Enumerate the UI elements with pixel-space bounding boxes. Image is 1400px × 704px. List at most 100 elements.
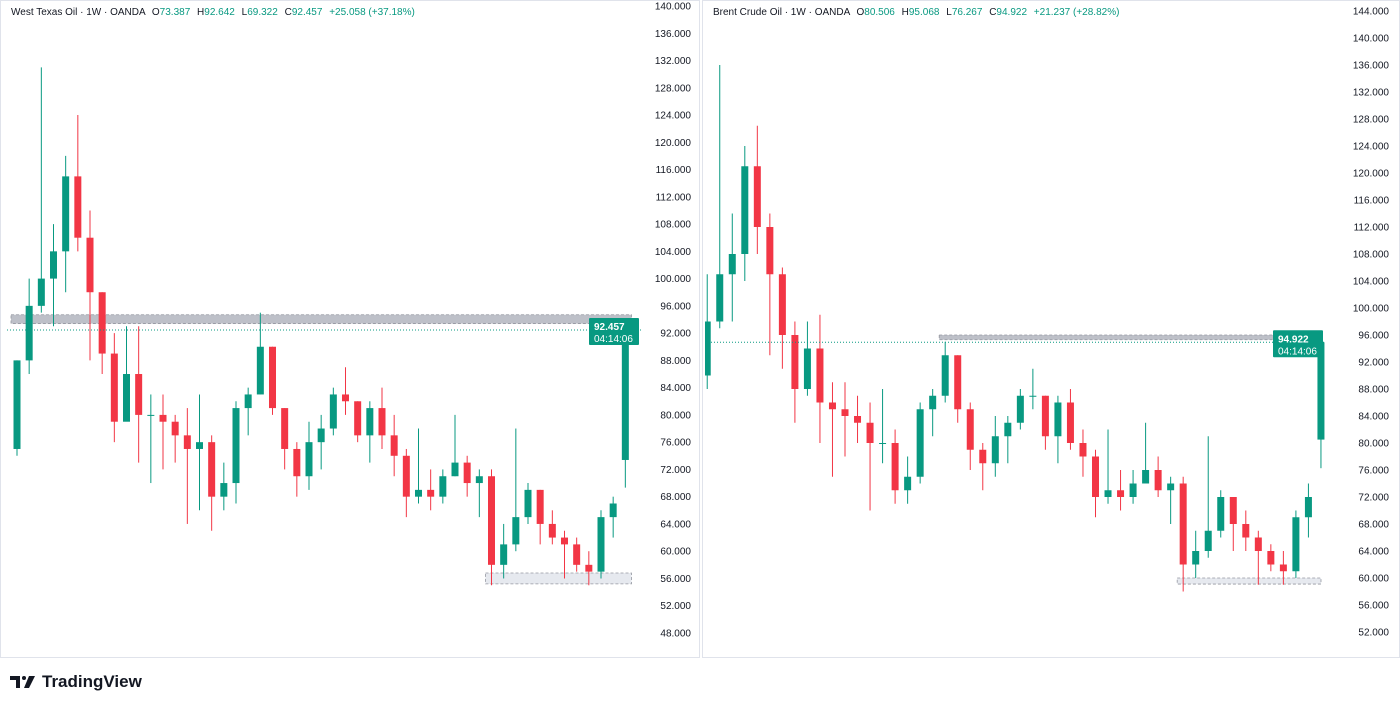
candle-body <box>208 442 216 497</box>
open-value: O73.387 <box>151 7 191 18</box>
candle-body <box>879 443 887 444</box>
open-value: O80.506 <box>856 7 895 18</box>
x-tick-label: 2023 <box>828 643 851 654</box>
candle-body <box>954 355 962 410</box>
candle-body <box>991 436 999 464</box>
y-tick-label: 96.000 <box>1358 331 1389 342</box>
candle-body <box>1154 470 1162 491</box>
x-tick-label: 2025 <box>1128 643 1151 654</box>
y-tick-label: 60.000 <box>1358 574 1389 585</box>
x-tick-label: 2024 <box>978 643 1001 654</box>
wti-chart[interactable]: 48.000 52.000 56.000 60.000 64.000 68.000 72.0… <box>1 1 701 659</box>
candle-body <box>1016 395 1024 423</box>
symbol-title[interactable]: Brent Crude Oil · 1W · OANDA <box>713 7 850 18</box>
candle-body <box>500 544 508 565</box>
x-axis: Jul 2023 Jul 2024 Jul 2025 Jul 2026 <box>757 643 1301 654</box>
y-tick-label: 112.000 <box>656 192 692 203</box>
x-tick-label: Jul <box>78 643 91 654</box>
y-tick-label: 128.000 <box>1353 115 1390 126</box>
candle-body <box>512 517 520 545</box>
candle-body <box>86 237 94 293</box>
candle-body <box>256 346 264 395</box>
bar-countdown-label: 04:14:06 <box>594 334 633 345</box>
y-tick-label: 100.000 <box>1353 304 1390 315</box>
y-tick-label: 72.000 <box>660 465 691 476</box>
symbol-title[interactable]: West Texas Oil · 1W · OANDA <box>11 7 146 18</box>
y-tick-label: 60.000 <box>660 547 691 558</box>
candle-body <box>1279 564 1287 572</box>
candle-body <box>766 227 774 275</box>
candle-body <box>524 489 532 518</box>
resistance-zone <box>10 314 632 324</box>
candle-body <box>1317 342 1325 440</box>
candle-body <box>451 462 459 477</box>
candle-body <box>50 251 57 279</box>
y-tick-label: 88.000 <box>1358 385 1389 396</box>
candle-body <box>1242 524 1250 538</box>
candle-body <box>354 401 362 436</box>
candle-body <box>1292 517 1300 572</box>
x-tick-label: Jul <box>908 643 921 654</box>
candle-body <box>941 355 949 396</box>
change-value: +25.058 (+37.18%) <box>329 7 415 18</box>
candle-body <box>597 517 605 572</box>
y-tick-label: 80.000 <box>660 410 691 421</box>
candle-body <box>1142 470 1150 484</box>
candle-body <box>110 353 118 422</box>
x-tick-label: 2025 <box>438 643 461 654</box>
candle-body <box>439 476 447 497</box>
y-tick-label: 92.000 <box>660 329 691 340</box>
candle-body <box>62 176 70 252</box>
y-tick-label: 52.000 <box>1358 628 1389 639</box>
candle-body <box>979 449 987 464</box>
x-tick-label: Jul <box>516 643 529 654</box>
candle-body <box>1041 395 1049 437</box>
resistance-zone <box>938 334 1322 341</box>
candle-body <box>366 408 374 436</box>
candle-body <box>866 422 874 443</box>
y-tick-label: 116.000 <box>1354 196 1390 207</box>
brent-chart-panel[interactable]: 52.000 56.000 60.000 64.000 68.000 72.000 76.0… <box>702 0 1400 658</box>
y-tick-label: 128.000 <box>655 83 692 94</box>
x-tick-label: 2022 <box>1 643 23 654</box>
close-value: C94.922 <box>989 7 1028 18</box>
y-tick-label: 116.000 <box>656 165 692 176</box>
tradingview-logo-icon <box>10 676 35 688</box>
brent-chart[interactable]: 52.000 56.000 60.000 64.000 68.000 72.000 76.0… <box>703 1 1400 659</box>
candle-body <box>585 564 593 572</box>
x-tick-label: Jul <box>1208 643 1221 654</box>
wti-chart-panel[interactable]: 48.000 52.000 56.000 60.000 64.000 68.000 72.0… <box>0 0 700 658</box>
candle-body <box>25 305 33 361</box>
candle-body <box>135 374 143 415</box>
y-tick-label: 112.000 <box>1354 223 1390 234</box>
candle-body <box>916 409 924 477</box>
candle-body <box>1204 530 1212 551</box>
candle-body <box>390 435 398 456</box>
candle-body <box>427 489 435 497</box>
candle-body <box>305 442 313 477</box>
candle-body <box>1066 402 1074 443</box>
candle-body <box>1092 456 1099 497</box>
brand-name[interactable]: TradingView <box>42 672 142 691</box>
y-tick-label: 136.000 <box>1353 61 1390 72</box>
y-tick-label: 120.000 <box>1353 169 1390 180</box>
candle-body <box>378 408 386 436</box>
y-tick-label: 124.000 <box>1353 142 1390 153</box>
y-tick-label: 104.000 <box>655 247 692 258</box>
candle-body <box>415 489 422 497</box>
candle-body <box>1129 483 1137 497</box>
candle-body <box>329 394 337 429</box>
y-tick-label: 132.000 <box>1353 88 1390 99</box>
candle-body <box>147 414 155 416</box>
y-tick-label: 140.000 <box>655 2 692 13</box>
change-value: +21.237 (+28.82%) <box>1033 7 1120 18</box>
candle-body <box>791 335 799 389</box>
bar-countdown-label: 04:14:06 <box>1278 346 1317 357</box>
y-tick-label: 52.000 <box>660 601 691 612</box>
y-tick-label: 84.000 <box>660 383 691 394</box>
candle-body <box>342 394 349 402</box>
last-price-tag <box>1273 330 1323 358</box>
chart-legend: Brent Crude Oil · 1W · OANDA O80.506 H95… <box>713 7 1119 18</box>
candle-body <box>1179 483 1187 565</box>
candle-body <box>573 544 581 565</box>
